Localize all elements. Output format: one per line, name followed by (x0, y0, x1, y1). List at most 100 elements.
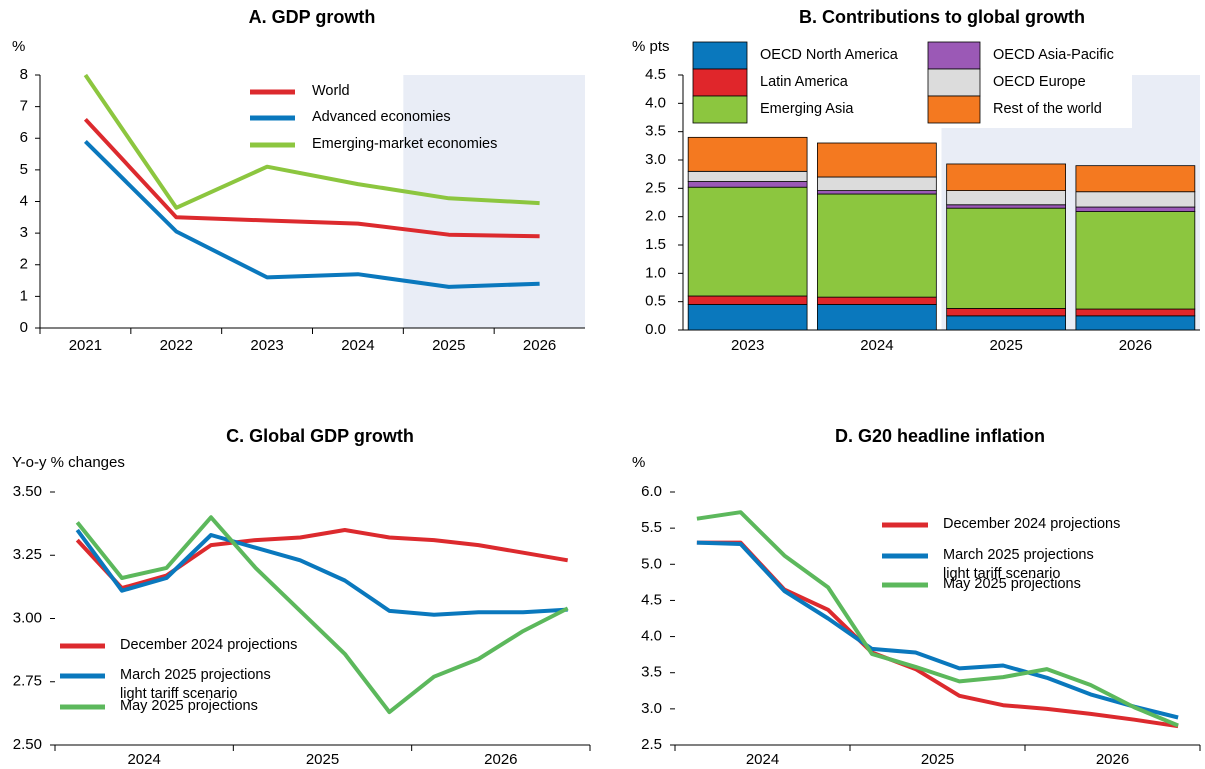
x-tick-label: 2023 (731, 337, 764, 354)
bar-segment (1075, 191, 1196, 208)
legend-label: May 2025 projections (120, 698, 258, 714)
bar-segment (817, 142, 937, 178)
y-tick-label: 5.0 (641, 555, 662, 572)
y-tick-label: 2 (20, 256, 28, 273)
bar-segment (1075, 206, 1196, 212)
y-tick-label: 4.5 (645, 66, 666, 83)
bar-segment (817, 296, 937, 305)
legend-label: March 2025 projections light tariff scen… (943, 547, 1094, 582)
series-line (75, 515, 569, 715)
legend-label: Latin America (760, 74, 848, 90)
y-tick-label: 3.0 (645, 151, 666, 168)
y-tick-label: 3.5 (645, 123, 666, 140)
legend-label: Advanced economies (312, 109, 451, 125)
series-line (696, 510, 1179, 728)
legend-label: May 2025 projections (943, 576, 1081, 592)
y-tick-label: 4.0 (645, 94, 666, 111)
y-tick-label: 4 (20, 192, 28, 209)
legend-label: World (312, 83, 350, 99)
x-tick-label: 2026 (1119, 337, 1152, 354)
legend-label: OECD Asia-Pacific (993, 47, 1114, 63)
bar-segment (946, 308, 1066, 317)
y-tick-label: 0 (20, 319, 28, 336)
legend-label: December 2024 projections (120, 637, 298, 653)
chart-title: C. Global GDP growth (226, 426, 414, 446)
y-axis-label: % (632, 454, 645, 471)
y-tick-label: 0.0 (645, 321, 666, 338)
bar-segment (687, 295, 808, 305)
legend-label: December 2024 projections (943, 516, 1121, 532)
bar-segment (687, 136, 808, 172)
x-tick-label: 2025 (989, 337, 1022, 354)
legend-label: March 2025 projections light tariff scen… (120, 667, 271, 702)
bar-segment (817, 193, 937, 298)
y-tick-label: 8 (20, 66, 28, 83)
bar-segment (687, 186, 808, 297)
bar-segment (946, 163, 1066, 191)
bar-segment (946, 207, 1066, 309)
x-tick-label: 2023 (250, 337, 283, 354)
bar-segment (687, 181, 808, 188)
y-tick-label: 3.50 (13, 483, 42, 500)
series-line (83, 117, 540, 239)
x-group-label: 2025 (306, 751, 339, 768)
y-axis-label: Y-o-y % changes (12, 454, 125, 471)
y-tick-label: 3.25 (13, 546, 42, 563)
bar-segment (687, 304, 808, 331)
bar-segment (1075, 211, 1196, 310)
chart-title: B. Contributions to global growth (799, 7, 1085, 27)
y-tick-label: 3.00 (13, 609, 42, 626)
y-tick-label: 4.0 (641, 628, 662, 645)
series-line (83, 139, 540, 289)
y-tick-label: 3.5 (641, 664, 662, 681)
bar-segment (946, 315, 1066, 331)
series-line (83, 73, 540, 210)
series-line (75, 528, 568, 617)
y-tick-label: 4.5 (641, 591, 662, 608)
y-tick-label: 5 (20, 161, 28, 178)
bar-segment (817, 304, 937, 331)
x-tick-label: 2024 (341, 337, 374, 354)
y-tick-label: 3 (20, 224, 28, 241)
chart-title: D. G20 headline inflation (835, 426, 1045, 446)
y-tick-label: 2.5 (645, 179, 666, 196)
y-tick-label: 1 (20, 287, 28, 304)
x-group-label: 2025 (921, 751, 954, 768)
y-tick-label: 3.0 (641, 700, 662, 717)
legend-swatch (692, 95, 748, 124)
bar-segment (817, 176, 937, 191)
legend-swatch (692, 41, 748, 70)
y-tick-label: 2.5 (641, 736, 662, 753)
x-tick-label: 2022 (160, 337, 193, 354)
x-group-label: 2026 (484, 751, 517, 768)
x-tick-label: 2025 (432, 337, 465, 354)
y-tick-label: 6.0 (641, 483, 662, 500)
legend-swatch (927, 68, 981, 97)
bar-segment (1075, 308, 1196, 317)
bar-segment (946, 204, 1066, 209)
legend-label: Emerging Asia (760, 101, 854, 117)
x-tick-label: 2021 (69, 337, 102, 354)
chart-title: A. GDP growth (249, 7, 376, 27)
legend-label: Emerging-market economies (312, 136, 498, 152)
bar-segment (687, 170, 808, 182)
bar-segment (1075, 165, 1196, 193)
y-tick-label: 6 (20, 129, 28, 146)
y-tick-label: 0.5 (645, 293, 666, 310)
y-axis-label: % (12, 38, 25, 55)
legend-label: Rest of the world (993, 101, 1102, 117)
y-tick-label: 7 (20, 98, 28, 115)
y-tick-label: 1.0 (645, 264, 666, 281)
x-tick-label: 2026 (523, 337, 556, 354)
legend-swatch (927, 95, 981, 124)
legend-swatch (692, 68, 748, 97)
x-group-label: 2024 (746, 751, 779, 768)
series-line (75, 528, 569, 591)
y-tick-label: 1.5 (645, 236, 666, 253)
legend-swatch (927, 41, 981, 70)
bar-segment (946, 190, 1066, 206)
x-tick-label: 2024 (860, 337, 893, 354)
y-tick-label: 2.0 (645, 208, 666, 225)
legend-label: OECD Europe (993, 74, 1086, 90)
